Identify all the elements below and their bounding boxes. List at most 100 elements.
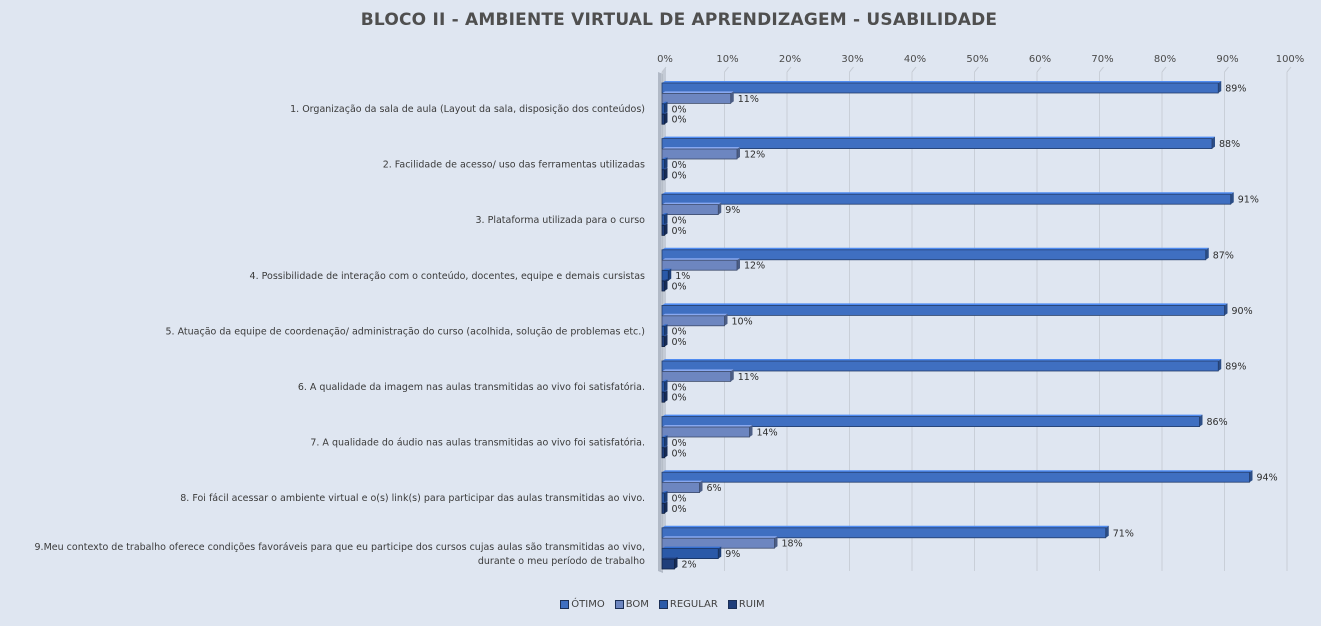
gridline: [911, 66, 917, 73]
bar-side: [664, 324, 668, 337]
legend-swatch: [658, 600, 668, 609]
legend-item: RUIM: [727, 599, 765, 610]
bar-top: [662, 303, 1228, 306]
data-label: 9%: [725, 549, 740, 560]
bar: [661, 381, 665, 393]
bar: [661, 259, 738, 271]
data-label: 0%: [672, 115, 687, 126]
x-tick-label: 60%: [1029, 54, 1051, 65]
data-label: 86%: [1207, 417, 1228, 428]
bar-top: [662, 112, 668, 115]
bar-side: [664, 334, 668, 347]
gridline: [661, 66, 667, 73]
bar-side: [664, 390, 668, 403]
bar-side: [664, 223, 668, 236]
gridline: [1224, 66, 1229, 73]
bar-top: [662, 101, 668, 104]
bar-top: [662, 501, 668, 504]
bar-side: [730, 91, 734, 104]
legend-label: RUIM: [738, 599, 765, 610]
bar: [661, 204, 719, 216]
bar: [661, 304, 1225, 316]
gridline: [724, 66, 729, 73]
bar: [661, 138, 1213, 150]
data-label: 71%: [1113, 528, 1134, 539]
bar-top: [662, 223, 668, 226]
legend-item: REGULAR: [658, 599, 718, 610]
bar-top: [662, 546, 722, 549]
x-tick-label: 90%: [1216, 54, 1238, 65]
bar: [661, 325, 665, 337]
bar-top: [662, 202, 722, 205]
bar-side: [1218, 359, 1222, 371]
bar-top: [662, 470, 1253, 473]
category-label: durante o meu período de trabalho: [478, 556, 645, 567]
bar: [661, 193, 1232, 205]
data-label: 0%: [672, 327, 687, 338]
data-label: 0%: [672, 282, 687, 293]
bar-side: [718, 546, 722, 559]
bar-top: [662, 157, 668, 160]
gridline: [974, 66, 979, 73]
x-tick-label: 0%: [657, 54, 673, 65]
bar-top: [662, 445, 668, 448]
bar-top: [662, 167, 668, 170]
category-label: 1. Organização da sala de aula (Layout d…: [290, 104, 645, 115]
bar: [661, 82, 1219, 94]
data-label: 9%: [725, 205, 740, 216]
data-label: 90%: [1232, 306, 1253, 317]
data-label: 88%: [1219, 139, 1240, 150]
data-label: 14%: [757, 428, 778, 439]
data-label: 11%: [738, 94, 759, 105]
gridline: [1286, 66, 1292, 73]
bar: [661, 548, 719, 559]
bar-side: [664, 279, 668, 291]
data-label: 11%: [738, 372, 759, 383]
bar-side: [724, 313, 728, 326]
legend-swatch: [727, 600, 737, 609]
data-label: 18%: [782, 539, 803, 550]
bar-top: [662, 379, 668, 382]
bar-side: [664, 101, 668, 114]
x-tick-label: 80%: [1154, 54, 1176, 65]
legend-swatch: [560, 600, 570, 609]
data-label: 89%: [1225, 362, 1246, 373]
x-tick-label: 100%: [1276, 54, 1305, 65]
bar: [661, 558, 675, 570]
bar-side: [664, 435, 668, 448]
x-tick-label: 20%: [779, 54, 801, 65]
bar: [661, 158, 665, 170]
category-label: 4. Possibilidade de interação com o cont…: [250, 271, 645, 282]
bar-side: [737, 258, 740, 271]
bar-side: [1205, 247, 1209, 260]
gridline: [786, 66, 792, 73]
data-label: 2%: [682, 560, 697, 571]
bar-top: [662, 536, 778, 539]
data-label: 0%: [672, 504, 687, 515]
bar-side: [664, 379, 668, 392]
bar: [661, 502, 665, 514]
bar-side: [1199, 414, 1203, 427]
data-label: 0%: [672, 104, 687, 115]
legend: ÓTIMO BOM REGULAR RUIM: [0, 599, 1321, 610]
bar-top: [662, 136, 1215, 139]
data-label: 0%: [672, 160, 687, 171]
data-label: 10%: [732, 316, 753, 327]
bar-top: [662, 359, 1222, 361]
bar: [661, 370, 732, 382]
bar-top: [662, 147, 740, 149]
bar: [661, 336, 665, 348]
x-tick-label: 10%: [716, 54, 738, 65]
bar: [661, 471, 1250, 483]
bar: [661, 527, 1107, 539]
bar: [661, 148, 738, 160]
bar-top: [662, 557, 678, 559]
bar-top: [662, 91, 734, 94]
bar: [661, 169, 665, 181]
bar-side: [737, 147, 740, 159]
bar: [661, 93, 732, 104]
bar: [661, 315, 725, 327]
category-label: 2. Facilidade de acesso/ uso das ferrame…: [383, 160, 645, 171]
bar-top: [662, 435, 668, 438]
